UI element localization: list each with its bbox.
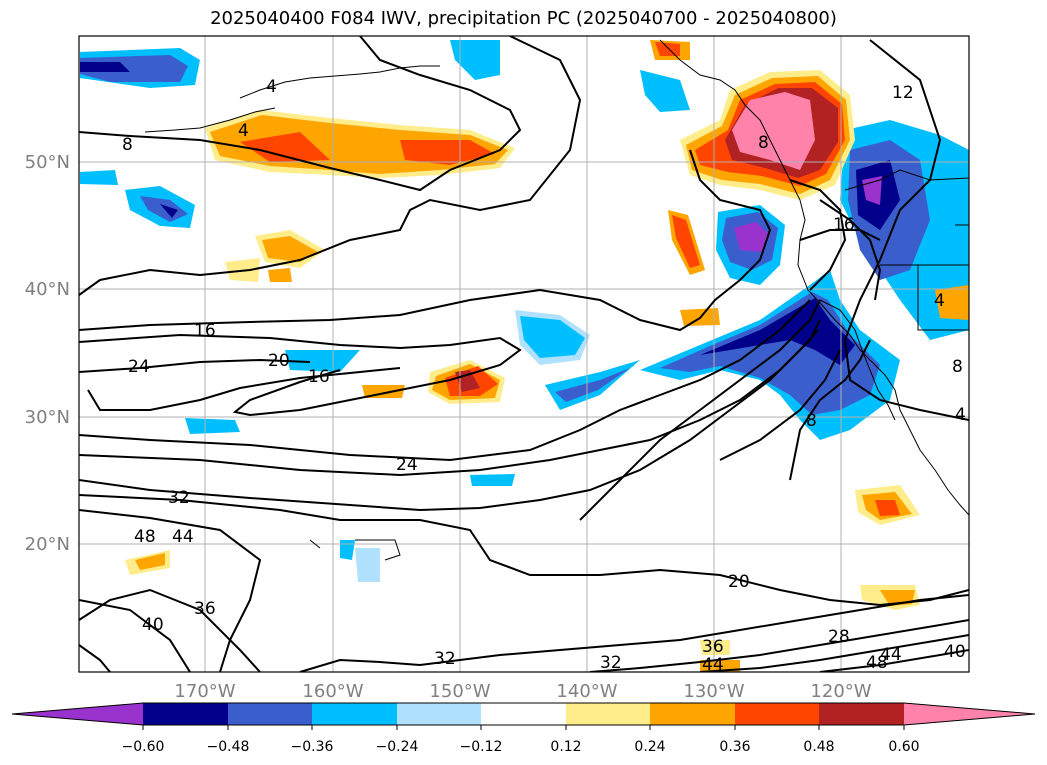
colorbar-tick-label: 0.24 bbox=[634, 739, 665, 755]
colorbar-tick-label: −0.48 bbox=[207, 739, 250, 755]
colorbar-tick-label: −0.36 bbox=[291, 739, 334, 755]
contour-label: 4 bbox=[266, 77, 277, 97]
contour-label: 24 bbox=[396, 455, 418, 475]
contour-label: 4 bbox=[238, 121, 249, 141]
contour-label: 36 bbox=[702, 637, 724, 657]
contour-label: 12 bbox=[892, 83, 914, 103]
contour-label: 16 bbox=[833, 215, 855, 235]
contour-label: 44 bbox=[702, 655, 724, 675]
map-gridlines bbox=[79, 36, 969, 672]
map-title: 2025040400 F084 IWV, precipitation PC (2… bbox=[210, 8, 837, 29]
lat-tick-label: 20°N bbox=[25, 534, 70, 555]
precipitation-pc-fill bbox=[80, 40, 969, 672]
colorbar-swatch bbox=[735, 703, 819, 725]
contour-label: 32 bbox=[434, 649, 456, 669]
contour-label: 32 bbox=[168, 488, 190, 508]
lat-tick-label: 30°N bbox=[25, 407, 70, 428]
lon-tick-label: 120°W bbox=[810, 681, 871, 702]
contour-label: 44 bbox=[880, 645, 902, 665]
contour-label: 4 bbox=[934, 291, 945, 311]
contour-label: 4 bbox=[955, 405, 966, 425]
contour-label: 20 bbox=[728, 572, 750, 592]
colorbar-tick-label: 0.12 bbox=[550, 739, 581, 755]
colorbar-extend-low bbox=[12, 703, 143, 725]
colorbar-swatch bbox=[819, 703, 904, 725]
longitude-ticks: 170°W 160°W 150°W 140°W 130°W 120°W bbox=[174, 681, 871, 702]
colorbar-tick-label: −0.24 bbox=[376, 739, 419, 755]
contour-label: 16 bbox=[194, 321, 216, 341]
colorbar-tick-label: −0.12 bbox=[460, 739, 503, 755]
latitude-ticks: 50°N 40°N 30°N 20°N bbox=[25, 152, 70, 555]
contour-label: 32 bbox=[600, 653, 622, 673]
colorbar-swatch bbox=[481, 703, 566, 725]
contour-label: 28 bbox=[828, 627, 850, 647]
contour-label: 48 bbox=[866, 653, 888, 673]
contour-label: 16 bbox=[308, 367, 330, 387]
contour-label: 36 bbox=[194, 599, 216, 619]
colorbar: −0.60 −0.48 −0.36 −0.24 −0.12 0.12 0.24 … bbox=[11, 702, 1036, 755]
map-frame bbox=[78, 35, 970, 673]
lon-tick-label: 150°W bbox=[429, 681, 490, 702]
colorbar-tick-label: 0.48 bbox=[803, 739, 834, 755]
contour-label: 8 bbox=[806, 411, 817, 431]
colorbar-swatch bbox=[650, 703, 735, 725]
contour-label: 8 bbox=[122, 135, 133, 155]
lat-tick-label: 50°N bbox=[25, 152, 70, 173]
contour-label: 20 bbox=[268, 351, 290, 371]
colorbar-extend-high bbox=[904, 703, 1035, 725]
colorbar-swatch bbox=[228, 703, 312, 725]
colorbar-tick-label: 0.60 bbox=[888, 739, 919, 755]
contour-label: 44 bbox=[172, 527, 194, 547]
colorbar-tick-label: 0.36 bbox=[719, 739, 750, 755]
lat-tick-label: 40°N bbox=[25, 279, 70, 300]
lon-tick-label: 130°W bbox=[683, 681, 744, 702]
colorbar-swatch bbox=[143, 703, 228, 725]
colorbar-swatch bbox=[312, 703, 397, 725]
iwv-contours bbox=[79, 36, 969, 672]
contour-label: 40 bbox=[944, 642, 966, 662]
lon-tick-label: 160°W bbox=[302, 681, 363, 702]
contour-label: 48 bbox=[134, 527, 156, 547]
contour-label: 8 bbox=[952, 357, 963, 377]
colorbar-tick-label: −0.60 bbox=[122, 739, 165, 755]
colorbar-swatch bbox=[397, 703, 481, 725]
contour-labels: 4 8 12 16 16 16 20 20 24 24 32 32 32 36 … bbox=[122, 77, 966, 675]
contour-label: 24 bbox=[128, 357, 150, 377]
lon-tick-label: 140°W bbox=[556, 681, 617, 702]
colorbar-swatch bbox=[566, 703, 650, 725]
contour-label: 40 bbox=[142, 615, 164, 635]
coastlines bbox=[144, 39, 969, 561]
lon-tick-label: 170°W bbox=[174, 681, 235, 702]
contour-label: 8 bbox=[758, 133, 769, 153]
